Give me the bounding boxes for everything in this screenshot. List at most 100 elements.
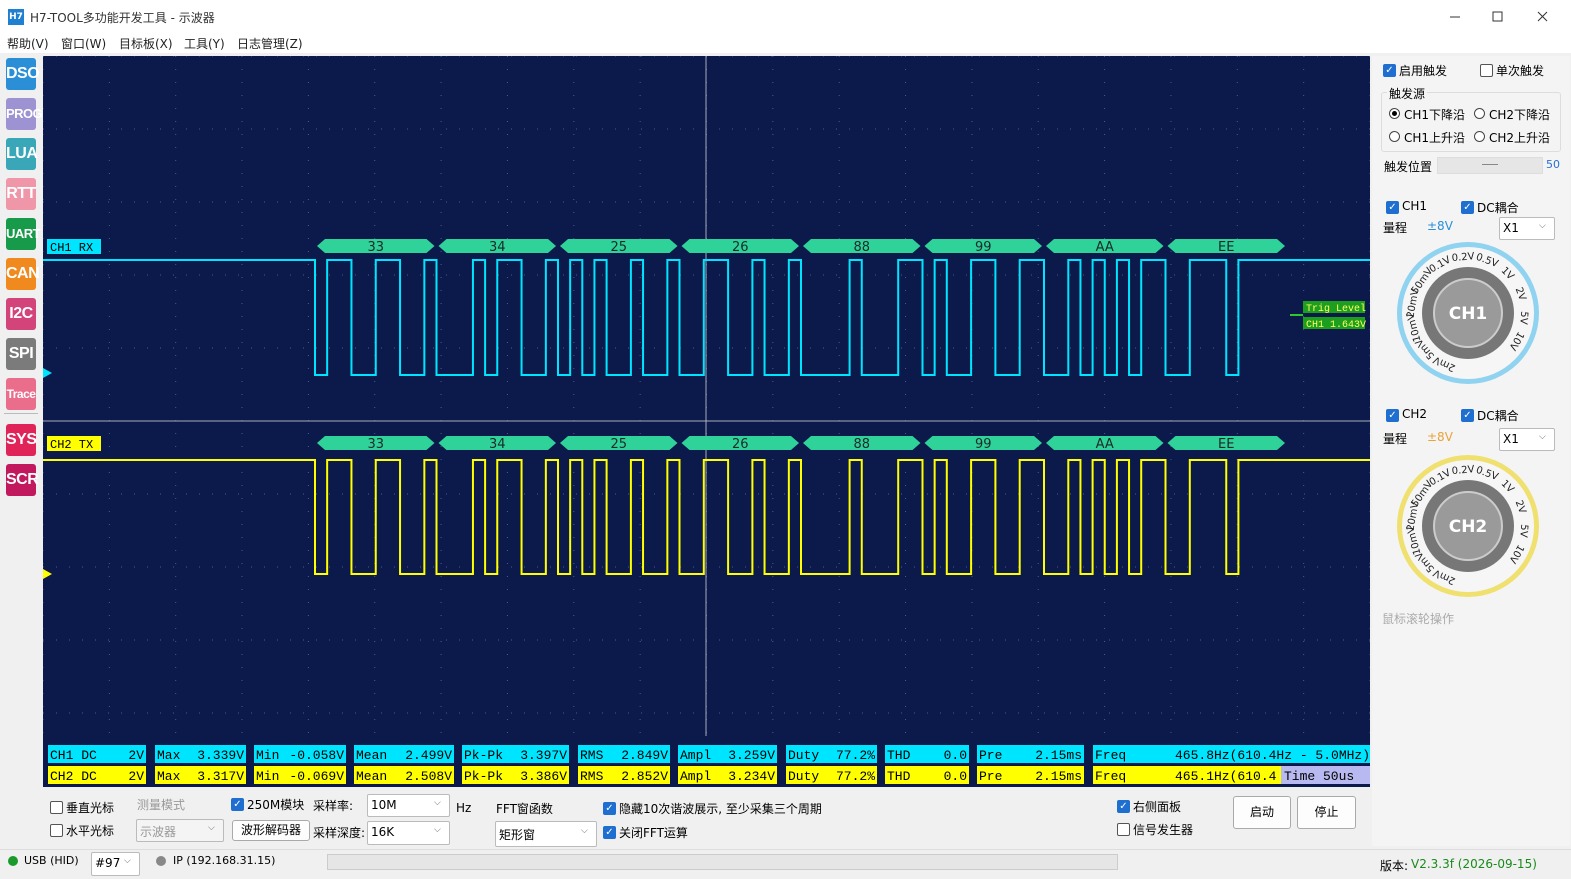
radio[interactable] [1389, 131, 1400, 142]
radio[interactable] [1474, 108, 1485, 119]
checkbox-label[interactable]: 关闭FFT运算 [619, 826, 688, 840]
decode-segment [924, 239, 1042, 253]
checkbox-label[interactable]: 右侧面板 [1133, 800, 1182, 814]
measurement-cell [155, 766, 246, 784]
radio[interactable] [1474, 131, 1485, 142]
window-controls[interactable] [1440, 8, 1565, 26]
checkbox[interactable] [50, 801, 63, 814]
menu-item[interactable]: 帮助(V) [7, 37, 49, 51]
decode-byte: 99 [975, 240, 992, 255]
sidebar-button[interactable]: PROG [6, 98, 43, 130]
dropdown-value[interactable]: #97 [95, 856, 121, 870]
checkbox-label[interactable]: 垂直光标 [66, 801, 115, 815]
checkbox[interactable]: ✓ [231, 798, 244, 811]
waveform [43, 459, 1370, 575]
dropdown-value[interactable]: X1 [1503, 220, 1519, 235]
sidebar-button[interactable]: Trace [6, 378, 36, 410]
sidebar-button[interactable]: RTT [6, 178, 36, 210]
button[interactable]: 波形解码器 [232, 820, 310, 841]
checkbox[interactable]: ✓ [603, 802, 616, 815]
checkbox-label[interactable]: DC耦合 [1477, 409, 1519, 423]
menu-item[interactable]: 目标板(X) [119, 37, 173, 51]
radio-label[interactable]: CH1下降沿 [1404, 108, 1466, 122]
dropdown-value[interactable]: 示波器 [140, 824, 177, 839]
sidebar-button[interactable]: CAN [6, 258, 40, 290]
sidebar-button[interactable]: I2C [6, 298, 36, 330]
channel-tag-bg [47, 436, 101, 451]
radio-label[interactable]: CH2上升沿 [1489, 131, 1551, 145]
sidebar-button[interactable]: LUA [6, 138, 38, 170]
menu-item[interactable]: 日志管理(Z) [237, 37, 303, 51]
checkbox[interactable]: ✓ [1386, 201, 1399, 214]
sidebar-button[interactable]: SCR [6, 464, 39, 496]
dropdown-value[interactable]: 矩形窗 [499, 828, 536, 842]
app-icon: H7 [8, 9, 24, 25]
status-dot [156, 856, 166, 866]
checkbox[interactable]: ✓ [1117, 800, 1130, 813]
radio-label[interactable]: CH1上升沿 [1404, 131, 1466, 145]
checkbox[interactable] [1117, 823, 1130, 836]
decode-byte: 33 [367, 240, 384, 255]
menu-item[interactable]: 窗口(W) [61, 37, 107, 51]
checkbox[interactable]: ✓ [603, 826, 616, 839]
measurement-name: Pk-Pk [464, 769, 503, 784]
radio-label[interactable]: CH2下降沿 [1489, 108, 1551, 122]
checkbox[interactable]: ✓ [1386, 409, 1399, 422]
measurement-name: CH2 DC [50, 769, 97, 784]
dropdown[interactable] [495, 821, 597, 847]
measurement-value: 2.852V [621, 769, 668, 784]
trigger-label-bg [1303, 301, 1365, 313]
time-bg [1281, 766, 1370, 784]
button[interactable]: 启动 [1233, 796, 1291, 829]
checkbox-label[interactable]: 信号发生器 [1133, 823, 1194, 837]
sidebar-button[interactable]: DSO [6, 58, 40, 90]
knob-scale: 20mV [1405, 288, 1421, 319]
checkbox[interactable] [50, 824, 63, 837]
dropdown[interactable] [1499, 428, 1555, 451]
sidebar-button[interactable]: SPI [6, 338, 36, 370]
menu-item[interactable]: 工具(Y) [184, 37, 225, 51]
checkbox[interactable]: ✓ [1383, 64, 1396, 77]
dropdown[interactable] [367, 794, 450, 817]
decode-byte: EE [1218, 240, 1234, 255]
checkbox[interactable]: ✓ [1461, 201, 1474, 214]
checkbox-label[interactable]: CH2 [1402, 407, 1428, 421]
dropdown-value[interactable]: X1 [1503, 431, 1519, 446]
decode-byte: 25 [610, 437, 627, 452]
dropdown[interactable] [1499, 217, 1555, 240]
measurement-value: 2V [128, 769, 144, 784]
sidebar-button[interactable]: SYS [6, 424, 37, 456]
measurement-value: 3.386V [520, 769, 567, 784]
measurement-name: Pk-Pk [464, 748, 503, 763]
checkbox[interactable] [1480, 64, 1493, 77]
dropdown[interactable] [367, 821, 450, 845]
decode-segment [803, 436, 921, 450]
checkbox-label[interactable]: 单次触发 [1496, 64, 1545, 78]
knob-label: CH2 [1449, 517, 1488, 537]
dropdown[interactable] [91, 852, 140, 876]
dropdown-value[interactable]: 10M [371, 797, 397, 812]
checkbox-label[interactable]: DC耦合 [1477, 201, 1519, 215]
slider-track[interactable] [1437, 157, 1543, 174]
dropdown-value[interactable]: 16K [371, 825, 395, 839]
checkbox-label[interactable]: 水平光标 [66, 824, 115, 838]
button[interactable]: 停止 [1297, 796, 1356, 829]
measurement-name: Min [256, 748, 279, 763]
range-value: ±8V [1427, 219, 1453, 233]
sidebar-button[interactable]: UART [6, 218, 41, 250]
slider-label: 触发位置 [1384, 160, 1433, 174]
measurement-cell [48, 766, 146, 784]
checkbox-label[interactable]: 250M模块 [247, 798, 305, 812]
measurement-value: 2.508V [405, 769, 452, 784]
checkbox-label[interactable]: CH1 [1402, 199, 1428, 213]
checkbox[interactable]: ✓ [1461, 409, 1474, 422]
measurement-value: 465.8Hz(610.4Hz - 5.0MHz) [1175, 748, 1370, 763]
dropdown[interactable] [136, 819, 224, 842]
menu-bar [0, 32, 1571, 53]
range-label: 量程 [1383, 432, 1408, 446]
checkbox-label[interactable]: 隐藏10次谐波展示, 至少采集三个周期 [619, 802, 822, 816]
decode-byte: 88 [853, 240, 870, 255]
checkbox-label[interactable]: 启用触发 [1399, 64, 1448, 78]
